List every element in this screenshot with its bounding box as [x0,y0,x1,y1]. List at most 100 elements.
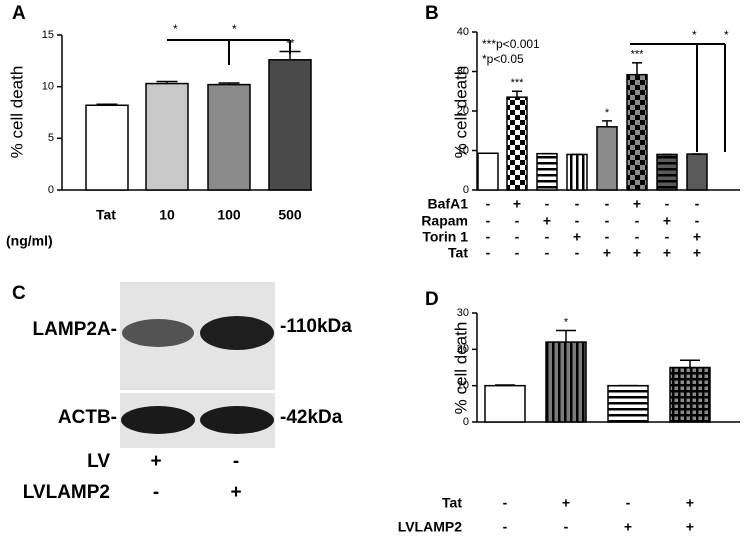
error-bar [556,329,576,343]
y-tick-label: 0 [48,184,54,196]
condition-label: Tat [448,245,468,261]
condition-label: LVLAMP2 [398,519,463,535]
bar [477,152,499,191]
bar [268,59,312,191]
condition-label: LV [87,451,110,472]
y-tick-label: 0 [463,416,469,428]
panel-label: C [12,283,26,304]
significance-label: * [605,107,610,119]
bracket-label: * [724,28,729,42]
note: *p<0.05 [482,52,524,66]
significance-label: *** [511,77,525,89]
bar [607,384,649,423]
condition-label: LVLAMP2 [23,482,110,503]
condition-mark: + [686,495,694,511]
condition-mark: + [230,482,241,503]
condition-mark: + [562,495,570,511]
y-axis-label: % cell death [7,66,26,159]
condition-mark: + [633,196,641,212]
y-tick-label: 10 [42,81,54,93]
y-tick-label: 20 [457,105,469,117]
bar [85,104,129,191]
condition-mark: + [513,196,521,212]
condition-mark: - [486,213,491,229]
error-bar [495,384,515,386]
condition-mark: - [545,245,550,261]
x-tick-label: 100 [217,207,241,223]
y-tick-label: 15 [42,29,54,41]
condition-mark: - [503,519,508,535]
bar [484,384,526,423]
bar [686,153,708,191]
condition-mark: + [603,245,611,261]
bar [145,82,189,191]
band-label: ACTB- [58,407,117,428]
condition-mark: - [515,245,520,261]
y-tick-label: 40 [457,26,469,38]
condition-mark: - [564,519,569,535]
band-label: LAMP2A- [33,319,117,340]
condition-mark: - [515,229,520,245]
condition-label: Tat [442,495,462,511]
bar [656,153,678,191]
blot-band [122,319,194,347]
condition-mark: + [543,213,551,229]
y-tick-label: 10 [457,144,469,156]
condition-mark: - [486,196,491,212]
condition-mark: - [665,229,670,245]
y-tick-label: 20 [457,343,469,355]
bracket-label: * [692,28,697,42]
y-tick-label: 30 [457,307,469,319]
x-tick-label: 10 [159,207,175,223]
bar [207,83,251,191]
condition-mark: - [153,482,159,503]
y-tick-label: 30 [457,65,469,77]
condition-mark: - [635,213,640,229]
condition-mark: - [503,495,508,511]
blot-band [121,406,195,434]
x-unit: (ng/ml) [6,233,53,249]
y-tick-label: 5 [48,132,54,144]
condition-mark: - [605,213,610,229]
band-size: -110kDa [280,316,352,337]
bar [626,73,648,191]
error-bar [632,62,642,75]
blot-band [200,406,274,434]
band-size: -42kDa [280,407,343,428]
condition-mark: + [686,519,694,535]
condition-mark: - [605,229,610,245]
error-bar [218,82,240,85]
condition-label: BafA1 [428,196,469,212]
error-bar [602,120,612,127]
bracket-label: * [173,22,178,36]
y-tick-label: 0 [463,184,469,196]
bar [506,96,528,191]
condition-mark: - [515,213,520,229]
y-axis-label: % cell death [451,322,470,415]
condition-mark: + [633,245,641,261]
blot-band [200,316,274,350]
condition-mark: - [233,451,239,472]
error-bar [512,90,522,98]
condition-mark: + [693,229,701,245]
panel-label: B [425,3,439,24]
panel-label: D [425,289,439,310]
panel-label: A [12,3,26,24]
y-axis-label: % cell death [451,66,470,159]
condition-mark: + [663,245,671,261]
x-axis-label: Tat [96,207,116,223]
bar [596,126,618,191]
condition-mark: + [663,213,671,229]
condition-mark: + [624,519,632,535]
significance-label: *** [631,49,645,61]
condition-mark: - [545,229,550,245]
x-tick-label: - [105,207,110,223]
bracket-label: * [232,22,237,36]
condition-mark: - [605,196,610,212]
condition-mark: - [695,196,700,212]
condition-mark: - [575,245,580,261]
x-tick-label: 500 [278,207,302,223]
condition-mark: - [626,495,631,511]
error-bar [156,80,178,84]
